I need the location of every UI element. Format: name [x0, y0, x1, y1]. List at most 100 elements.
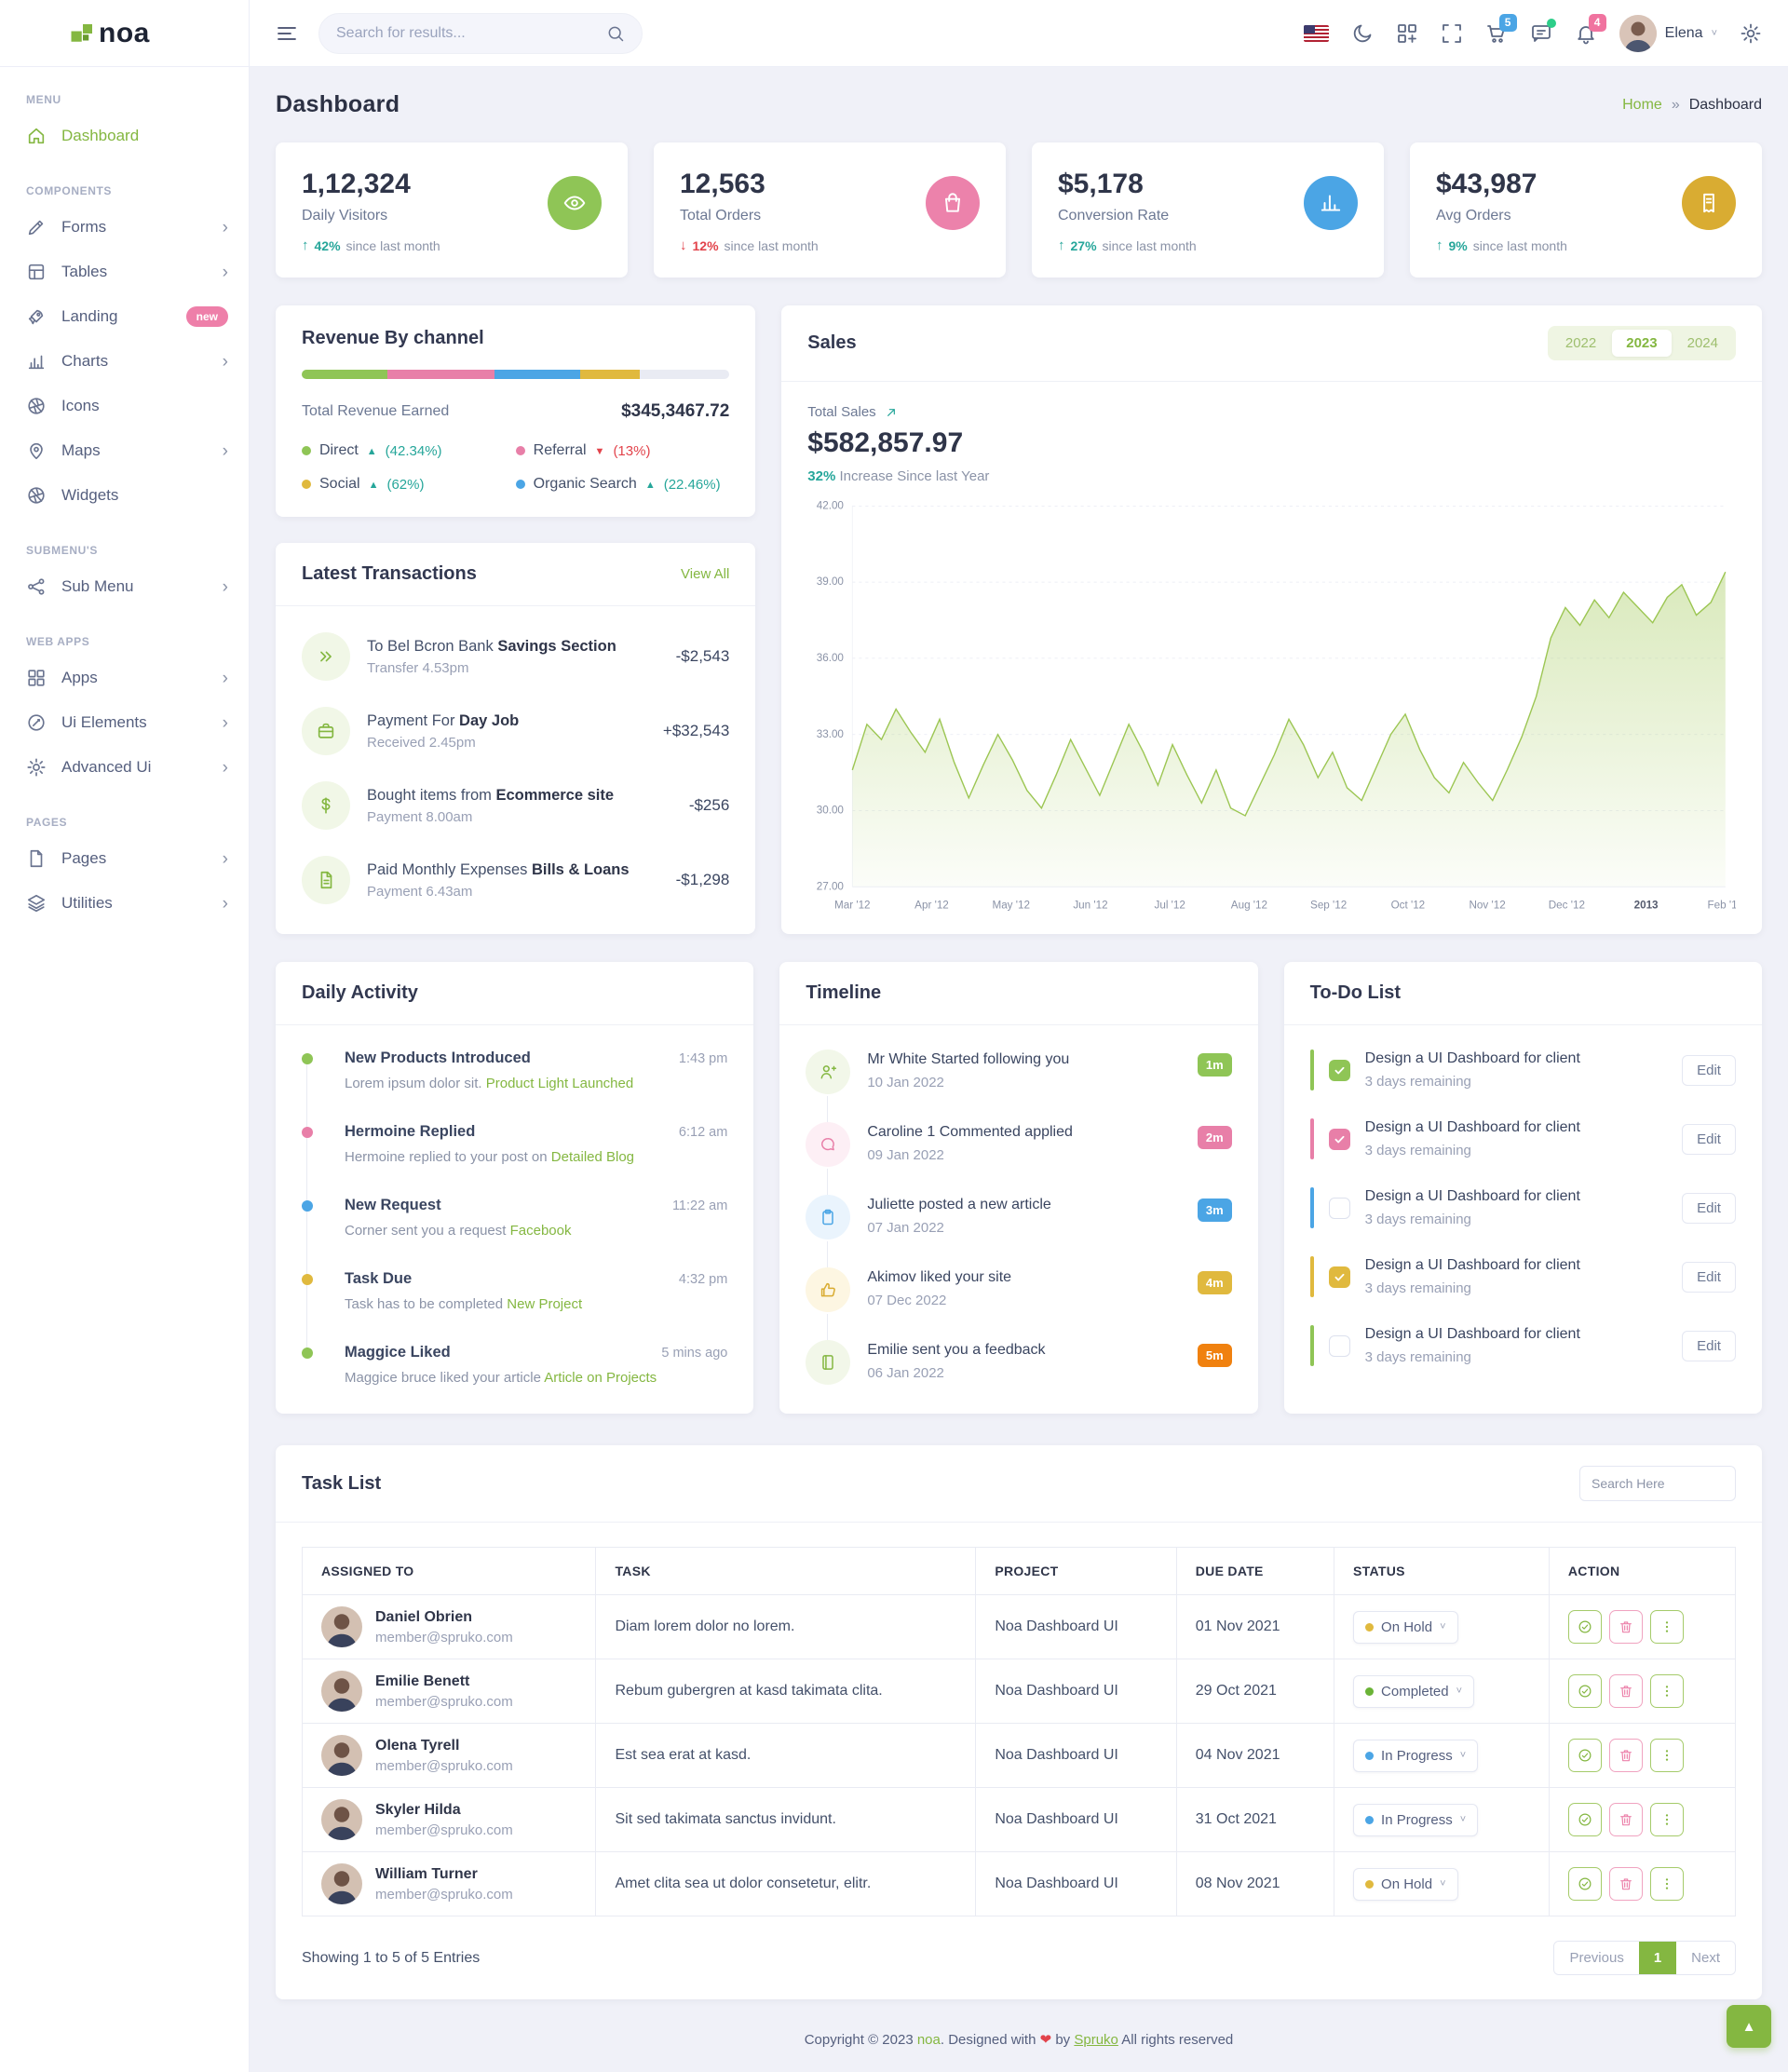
more-options-button[interactable] — [1649, 1867, 1684, 1901]
todo-checkbox[interactable] — [1328, 1128, 1350, 1150]
notifications-bell-icon[interactable]: 4 — [1575, 13, 1606, 45]
sidebar-item[interactable]: Sub Menu › — [0, 564, 249, 609]
edit-button[interactable]: Edit — [1682, 1123, 1736, 1155]
search-icon[interactable] — [606, 24, 625, 43]
dark-mode-icon[interactable] — [1351, 22, 1374, 45]
messages-icon[interactable] — [1530, 18, 1556, 45]
scroll-to-top-button[interactable]: ▲ — [1727, 2005, 1771, 2048]
activity-link[interactable]: Product Light Launched — [485, 1076, 634, 1091]
year-tab[interactable]: 2023 — [1612, 330, 1672, 357]
sidebar-item[interactable]: Widgets — [0, 473, 249, 518]
svg-text:Dec '12: Dec '12 — [1549, 900, 1585, 912]
page-header: Dashboard Home » Dashboard — [276, 91, 1762, 118]
delete-button[interactable] — [1608, 1610, 1643, 1644]
approve-button[interactable] — [1567, 1739, 1602, 1772]
delete-button[interactable] — [1608, 1867, 1643, 1901]
activity-link[interactable]: Detailed Blog — [550, 1149, 635, 1165]
status-dropdown[interactable]: In Progress ˅ — [1353, 1803, 1479, 1836]
todo-checkbox[interactable] — [1328, 1197, 1350, 1219]
status-dropdown[interactable]: On Hold ˅ — [1353, 1610, 1458, 1644]
check-circle-icon — [1578, 1619, 1592, 1634]
view-all-link[interactable]: View All — [681, 566, 730, 582]
sidebar-item[interactable]: Landing new — [0, 294, 249, 339]
sidebar-item[interactable]: Maps › — [0, 428, 249, 473]
sidebar-item[interactable]: Dashboard — [0, 114, 249, 158]
sidebar-section-title: COMPONENTS — [26, 184, 113, 197]
menu-toggle-icon[interactable] — [276, 22, 298, 45]
transaction-subtitle: Payment 8.00am — [367, 808, 473, 825]
sidebar-item[interactable]: Advanced Ui › — [0, 745, 249, 790]
approve-button[interactable] — [1567, 1867, 1602, 1901]
settings-gear-icon[interactable] — [1740, 22, 1762, 45]
delete-button[interactable] — [1608, 1803, 1643, 1836]
sidebar-item[interactable]: Apps › — [0, 656, 249, 700]
user-menu[interactable]: Elena ˅ — [1619, 14, 1717, 52]
activity-link[interactable]: Article on Projects — [544, 1370, 657, 1386]
sidebar-item-label: Tables — [61, 263, 108, 280]
approve-button[interactable] — [1567, 1674, 1602, 1708]
edit-button[interactable]: Edit — [1682, 1054, 1736, 1086]
apps-grid-icon[interactable] — [1396, 22, 1418, 45]
more-options-button[interactable] — [1649, 1610, 1684, 1644]
spruko-link[interactable]: Spruko — [1074, 2032, 1118, 2048]
sidebar-item[interactable]: Charts › — [0, 339, 249, 384]
timeline-item-date: 09 Jan 2022 — [867, 1147, 944, 1163]
more-options-button[interactable] — [1649, 1803, 1684, 1836]
todo-checkbox[interactable] — [1328, 1266, 1350, 1288]
footer-brand[interactable]: noa — [916, 2032, 941, 2048]
language-flag-icon[interactable] — [1303, 24, 1329, 42]
sidebar-item[interactable]: Utilities › — [0, 881, 249, 926]
chevron-right-icon: › — [222, 848, 228, 869]
pagination-page-1[interactable]: 1 — [1638, 1942, 1677, 1974]
activity-connector — [306, 1136, 307, 1202]
check-circle-icon — [1578, 1876, 1592, 1891]
chevron-right-icon: › — [222, 440, 228, 461]
approve-button[interactable] — [1567, 1803, 1602, 1836]
year-tab[interactable]: 2022 — [1564, 335, 1597, 351]
search-input[interactable] — [336, 24, 606, 42]
stat-icon-circle — [1682, 176, 1736, 230]
pagination-next[interactable]: Next — [1676, 1942, 1735, 1974]
approve-button[interactable] — [1567, 1610, 1602, 1644]
year-tab[interactable]: 2024 — [1686, 335, 1718, 351]
status-dropdown[interactable]: On Hold ˅ — [1353, 1867, 1458, 1901]
channel-trend-icon — [645, 476, 656, 493]
delete-button[interactable] — [1608, 1739, 1643, 1772]
transaction-subtitle: Transfer 4.53pm — [367, 659, 469, 676]
edit-button[interactable]: Edit — [1682, 1261, 1736, 1293]
trash-icon — [1619, 1812, 1633, 1827]
sidebar-item[interactable]: Tables › — [0, 250, 249, 294]
more-options-button[interactable] — [1649, 1739, 1684, 1772]
sidebar-item[interactable]: Ui Elements › — [0, 700, 249, 745]
stat-icon-circle — [926, 176, 980, 230]
table-search-input[interactable] — [1579, 1466, 1736, 1501]
sidebar-item[interactable]: Forms › — [0, 205, 249, 250]
sidebar-item[interactable]: Pages › — [0, 836, 249, 881]
channel-value: (22.46%) — [663, 476, 721, 493]
global-search[interactable] — [318, 12, 643, 54]
breadcrumb-home[interactable]: Home — [1622, 96, 1662, 113]
transaction-row: Payment For Day Job Received 2.45pm +$32… — [302, 694, 729, 768]
assignee-avatar — [321, 1606, 362, 1647]
sidebar-item-label: Utilities — [61, 894, 113, 912]
more-options-button[interactable] — [1649, 1674, 1684, 1708]
activity-description: Maggice bruce liked your article Article… — [345, 1370, 657, 1386]
column-header: PROJECT — [975, 1547, 1177, 1595]
fullscreen-icon[interactable] — [1441, 22, 1463, 45]
activity-link[interactable]: New Project — [507, 1296, 583, 1312]
delete-button[interactable] — [1608, 1674, 1643, 1708]
timeline-icon-circle — [806, 1340, 851, 1385]
status-dropdown[interactable]: In Progress ˅ — [1353, 1739, 1479, 1772]
sidebar-item[interactable]: Icons — [0, 384, 249, 428]
pagination-previous[interactable]: Previous — [1554, 1942, 1639, 1974]
cart-icon[interactable]: 5 — [1485, 13, 1517, 45]
status-dropdown[interactable]: Completed ˅ — [1353, 1674, 1475, 1708]
edit-button[interactable]: Edit — [1682, 1192, 1736, 1224]
brand-logo[interactable]: noa — [69, 18, 150, 49]
activity-item: New Request 11:22 am Corner sent you a r… — [302, 1197, 727, 1276]
activity-link[interactable]: Facebook — [509, 1223, 572, 1239]
todo-checkbox[interactable] — [1328, 1334, 1350, 1357]
todo-checkbox[interactable] — [1328, 1059, 1350, 1081]
edit-button[interactable]: Edit — [1682, 1330, 1736, 1361]
